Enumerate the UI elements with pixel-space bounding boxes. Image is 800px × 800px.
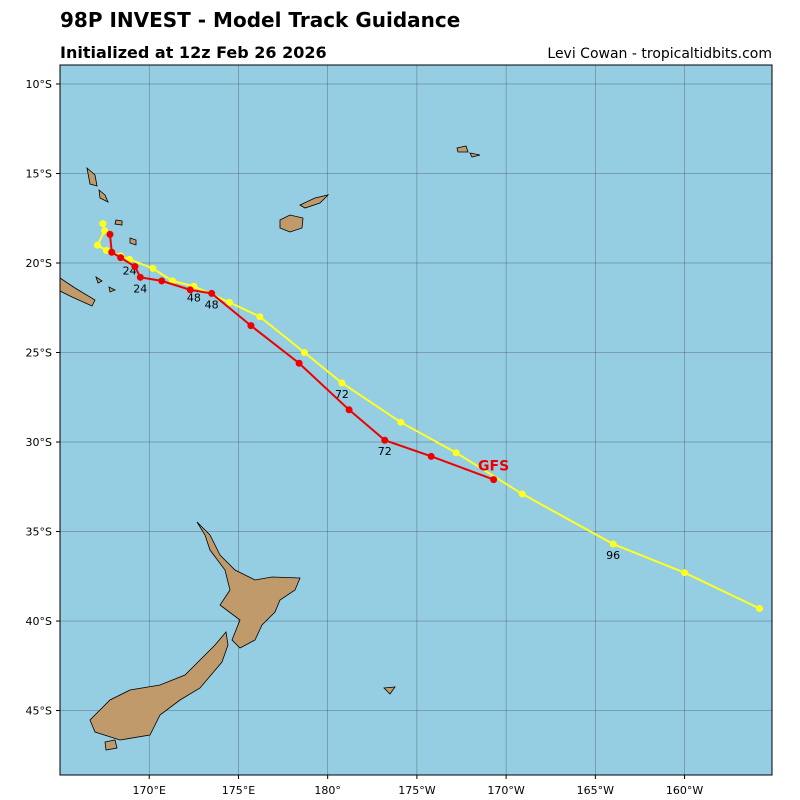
hour-label: 24: [133, 282, 147, 295]
islands: [86, 145, 481, 695]
track-point: [295, 359, 303, 367]
track-point: [117, 254, 125, 262]
track-point: [300, 349, 308, 357]
x-tick-label: 165°W: [577, 784, 614, 797]
land: [60, 145, 481, 751]
y-tick-label: 15°S: [26, 167, 52, 180]
y-tick-label: 10°S: [26, 78, 52, 91]
track-point: [186, 286, 194, 294]
y-tick-label: 45°S: [26, 705, 52, 718]
track-point: [756, 605, 764, 613]
north-island: [196, 521, 301, 649]
track-point: [106, 230, 114, 238]
hour-label: 48: [187, 291, 201, 304]
track-point: [681, 569, 689, 577]
model-label: GFS: [478, 459, 509, 475]
frame: [59, 64, 773, 776]
track-point: [168, 277, 176, 285]
viti-levu: [279, 214, 304, 233]
track-point: [226, 298, 234, 306]
x-tick-label: 175°E: [222, 784, 255, 797]
track-point: [256, 313, 264, 321]
track-point: [102, 246, 110, 254]
track-point: [149, 264, 157, 272]
hour-label: 48: [205, 298, 219, 311]
track-point: [101, 227, 109, 235]
hour-label: 96: [606, 549, 620, 562]
vanua-levu: [299, 194, 330, 209]
new-caledonia: [60, 277, 96, 307]
track-point: [397, 418, 405, 426]
track-point: [518, 490, 526, 498]
stewart-island: [104, 739, 118, 751]
y-tick-label: 40°S: [26, 615, 52, 628]
title: 98P INVEST - Model Track Guidance: [60, 8, 460, 32]
track-point: [609, 540, 617, 548]
x-tick-label: 160°W: [666, 784, 703, 797]
track-point: [247, 322, 255, 330]
track-point: [338, 379, 346, 387]
track-point: [208, 289, 216, 297]
x-tick-label: 175°W: [398, 784, 435, 797]
track-point: [136, 273, 144, 281]
track-point: [108, 248, 116, 256]
x-tick-label: 170°W: [487, 784, 524, 797]
y-tick-label: 30°S: [26, 436, 52, 449]
track-point: [381, 436, 389, 444]
track-point: [490, 476, 498, 484]
credit: Levi Cowan - tropicaltidbits.com: [547, 46, 772, 62]
ocean: [60, 65, 772, 775]
hour-label: 72: [335, 388, 349, 401]
y-tick-label: 25°S: [26, 347, 52, 360]
track-point: [452, 449, 460, 457]
y-tick-label: 20°S: [26, 257, 52, 270]
x-tick-label: 180°: [314, 784, 341, 797]
south-island: [89, 631, 229, 741]
track-point: [427, 452, 435, 460]
track-point: [99, 220, 107, 228]
hour-label: 72: [378, 445, 392, 458]
track-point: [158, 277, 166, 285]
track-point: [93, 241, 101, 249]
y-tick-label: 35°S: [26, 526, 52, 539]
x-tick-label: 170°E: [132, 784, 165, 797]
subtitle: Initialized at 12z Feb 26 2026: [60, 43, 327, 62]
track-point: [345, 406, 353, 414]
track-point: [131, 263, 139, 271]
